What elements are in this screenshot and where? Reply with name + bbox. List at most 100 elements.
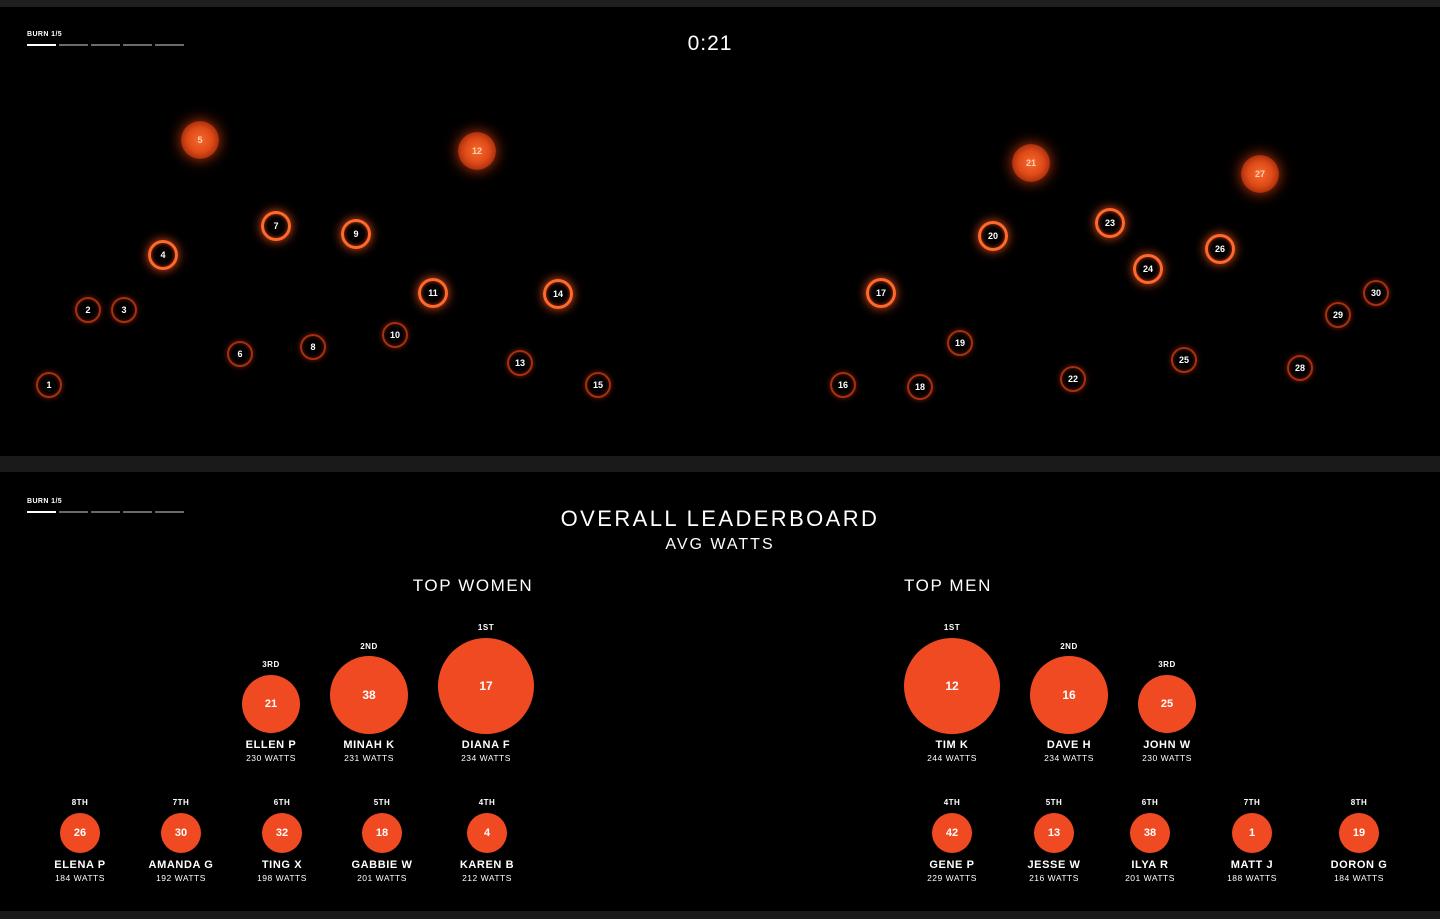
burn-segment xyxy=(59,44,88,46)
rider-name: DAVE H xyxy=(1046,739,1092,751)
burn-indicator: BURN 1/5 xyxy=(27,31,184,46)
bike-number-badge: 16 xyxy=(1030,656,1108,734)
rider-marker: 28 xyxy=(1287,355,1313,381)
rider-marker: 25 xyxy=(1171,347,1197,373)
rider-name: JESSE W xyxy=(1027,859,1081,871)
rider-marker: 11 xyxy=(418,278,448,308)
rider-name: TIM K xyxy=(935,739,969,751)
rider-watts: 201 WATTS xyxy=(357,873,407,883)
rider-watts: 231 WATTS xyxy=(344,753,394,763)
rider-marker: 2 xyxy=(75,297,101,323)
burn-segment xyxy=(91,511,120,513)
rider-name: DIANA F xyxy=(461,739,511,751)
burn-timer: 0:21 xyxy=(687,32,733,55)
burn-indicator-leaderboard: BURN 1/5 xyxy=(27,498,184,513)
rider-marker: 9 xyxy=(341,219,371,249)
rider-marker: 30 xyxy=(1363,280,1389,306)
rider-marker: 1 xyxy=(36,372,62,398)
rider-marker: 27 xyxy=(1241,155,1279,193)
rank-label: 8TH xyxy=(1350,798,1368,807)
leaderboard-subtitle: AVG WATTS xyxy=(665,536,775,553)
rider-watts: 230 WATTS xyxy=(1142,753,1192,763)
rider-watts: 216 WATTS xyxy=(1029,873,1079,883)
rider-name: GENE P xyxy=(929,859,975,871)
burn-progress-bar xyxy=(27,511,184,513)
rider-marker: 8 xyxy=(300,334,326,360)
burn-segment xyxy=(123,511,152,513)
panel-divider xyxy=(0,456,1440,472)
burn-label: BURN 1/5 xyxy=(27,498,63,505)
rider-watts: 212 WATTS xyxy=(462,873,512,883)
rider-name: ELENA P xyxy=(54,859,106,871)
rank-label: 1ST xyxy=(477,623,495,632)
rider-marker: 6 xyxy=(227,341,253,367)
burn-segment xyxy=(155,511,184,513)
rider-watts: 198 WATTS xyxy=(257,873,307,883)
rider-marker: 24 xyxy=(1133,254,1163,284)
rider-watts: 188 WATTS xyxy=(1227,873,1277,883)
bike-number-badge: 1 xyxy=(1232,813,1272,853)
rider-name: MINAH K xyxy=(343,739,395,751)
burn-segment xyxy=(59,511,88,513)
bike-number-badge: 42 xyxy=(932,813,972,853)
rider-marker: 17 xyxy=(866,278,896,308)
burn-segment xyxy=(155,44,184,46)
bike-number-badge: 32 xyxy=(262,813,302,853)
rank-label: 2ND xyxy=(360,642,378,651)
rank-label: 4TH xyxy=(478,798,496,807)
rank-label: 3RD xyxy=(1158,660,1176,669)
bike-number-badge: 38 xyxy=(330,656,408,734)
rider-marker: 3 xyxy=(111,297,137,323)
burn-segment xyxy=(27,44,56,46)
rider-name: AMANDA G xyxy=(148,859,214,871)
rank-label: 3RD xyxy=(262,660,280,669)
rank-label: 8TH xyxy=(71,798,89,807)
rider-name: GABBIE W xyxy=(351,859,413,871)
rider-marker: 22 xyxy=(1060,366,1086,392)
rider-marker: 19 xyxy=(947,330,973,356)
rank-label: 4TH xyxy=(943,798,961,807)
rank-label: 5TH xyxy=(1045,798,1063,807)
rider-marker: 26 xyxy=(1205,234,1235,264)
burn-progress-bar xyxy=(27,44,184,46)
rider-marker: 16 xyxy=(830,372,856,398)
rank-label: 6TH xyxy=(273,798,291,807)
bike-number-badge: 17 xyxy=(438,638,534,734)
rank-label: 5TH xyxy=(373,798,391,807)
rider-marker: 23 xyxy=(1095,208,1125,238)
bike-number-badge: 21 xyxy=(242,675,300,733)
rank-label: 7TH xyxy=(1243,798,1261,807)
rider-watts: 184 WATTS xyxy=(1334,873,1384,883)
rider-marker: 13 xyxy=(507,350,533,376)
rider-marker: 15 xyxy=(585,372,611,398)
bike-number-badge: 13 xyxy=(1034,813,1074,853)
rider-watts: 234 WATTS xyxy=(1044,753,1094,763)
bike-number-badge: 38 xyxy=(1130,813,1170,853)
rider-watts: 244 WATTS xyxy=(927,753,977,763)
bike-number-badge: 25 xyxy=(1138,675,1196,733)
top-women-heading: TOP WOMEN xyxy=(412,576,534,595)
rider-watts: 201 WATTS xyxy=(1125,873,1175,883)
rider-name: TING X xyxy=(261,859,303,871)
burn-label: BURN 1/5 xyxy=(27,31,63,38)
bike-number-badge: 12 xyxy=(904,638,1000,734)
rider-marker: 12 xyxy=(458,132,496,170)
bike-number-badge: 30 xyxy=(161,813,201,853)
bike-number-badge: 18 xyxy=(362,813,402,853)
bike-number-badge: 26 xyxy=(60,813,100,853)
top-frame-strip xyxy=(0,0,1440,7)
rider-marker: 7 xyxy=(261,211,291,241)
rank-label: 6TH xyxy=(1141,798,1159,807)
rider-watts: 230 WATTS xyxy=(246,753,296,763)
rider-name: JOHN W xyxy=(1143,739,1191,751)
rider-marker: 14 xyxy=(543,279,573,309)
rider-marker: 21 xyxy=(1012,144,1050,182)
rider-marker: 10 xyxy=(382,322,408,348)
rider-marker: 20 xyxy=(978,221,1008,251)
rider-name: KAREN B xyxy=(459,859,515,871)
top-men-heading: TOP MEN xyxy=(903,576,993,595)
rider-watts: 184 WATTS xyxy=(55,873,105,883)
rank-label: 7TH xyxy=(172,798,190,807)
bike-number-badge: 19 xyxy=(1339,813,1379,853)
rider-marker: 4 xyxy=(148,240,178,270)
